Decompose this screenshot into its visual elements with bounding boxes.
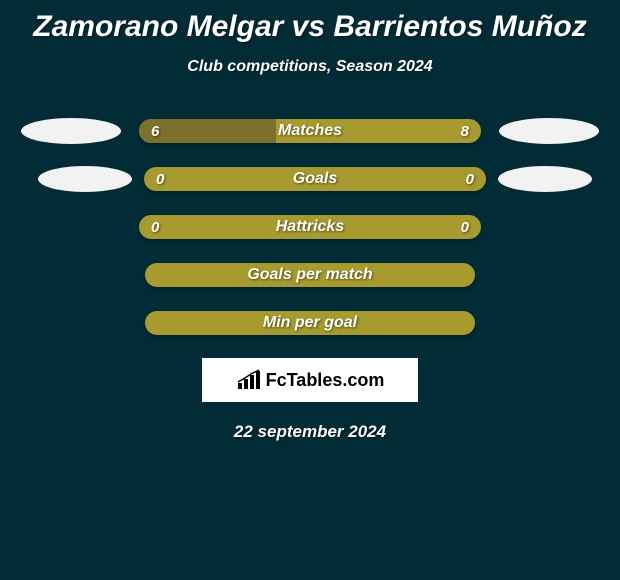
- stat-row: 00Goals: [0, 166, 620, 192]
- logo-box: FcTables.com: [202, 358, 418, 402]
- stat-row: Goals per match: [0, 262, 620, 288]
- stat-label: Matches: [139, 119, 481, 143]
- stat-row: Min per goal: [0, 310, 620, 336]
- logo-text: FcTables.com: [266, 370, 385, 391]
- page-subtitle: Club competitions, Season 2024: [0, 58, 620, 76]
- chart-bars-icon: [236, 369, 262, 391]
- stat-label: Min per goal: [147, 313, 473, 333]
- player-right-ellipse: [498, 166, 592, 192]
- player-right-ellipse: [499, 118, 599, 144]
- stat-row: 68Matches: [0, 118, 620, 144]
- player-left-ellipse: [21, 118, 121, 144]
- stat-bar: 00Goals: [144, 167, 486, 191]
- stat-label: Hattricks: [139, 215, 481, 239]
- stat-label: Goals per match: [147, 265, 473, 285]
- stat-row: 00Hattricks: [0, 214, 620, 240]
- stats-container: 68Matches 00Goals 00Hattricks Goals per mat…: [0, 118, 620, 336]
- date-text: 22 september 2024: [0, 422, 620, 442]
- stat-label: Goals: [144, 167, 486, 191]
- stat-bar: 68Matches: [139, 119, 481, 143]
- page-title: Zamorano Melgar vs Barrientos Muñoz: [0, 0, 620, 44]
- stat-bar: Min per goal: [145, 311, 475, 335]
- stat-bar: 00Hattricks: [139, 215, 481, 239]
- player-left-ellipse: [38, 166, 132, 192]
- stat-bar: Goals per match: [145, 263, 475, 287]
